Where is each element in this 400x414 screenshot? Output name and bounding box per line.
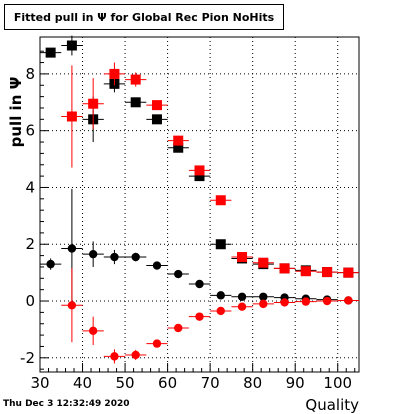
y-tick-label: 8 <box>25 65 35 83</box>
y-tick-label: 2 <box>25 235 35 253</box>
data-point-circle <box>152 339 162 348</box>
data-point-circle <box>322 296 332 306</box>
data-point-circle <box>301 297 311 306</box>
data-point-square <box>215 195 226 206</box>
data-point-square <box>151 100 162 111</box>
data-point-circle <box>195 312 204 321</box>
data-point-circle <box>110 352 119 361</box>
data-point-square <box>173 135 184 146</box>
data-point-square <box>66 111 77 122</box>
data-point-circle <box>110 252 119 262</box>
data-point-circle <box>152 261 162 270</box>
data-point-square <box>173 142 184 153</box>
data-point-circle <box>280 298 289 307</box>
grid-lines <box>40 37 359 372</box>
data-point-circle <box>46 259 55 269</box>
series-2 <box>61 62 359 278</box>
data-point-circle <box>195 279 204 289</box>
data-series <box>40 35 359 364</box>
data-point-circle <box>259 292 268 301</box>
axes: 30 40 50 60 70 80 90 100 -2 0 2 4 6 8 <box>20 36 360 392</box>
x-tick-label: 100 <box>323 374 352 392</box>
data-point-square <box>130 74 141 85</box>
x-tick-label: 60 <box>158 374 177 392</box>
data-point-circle <box>344 296 353 305</box>
data-point-square <box>322 267 333 278</box>
data-point-square <box>88 98 99 109</box>
data-point-square <box>343 267 354 278</box>
y-tick-label: 4 <box>25 178 35 196</box>
y-tick-label: 0 <box>25 292 35 310</box>
chart-title: Fitted pull in Ψ for Global Rec Pion NoH… <box>4 4 284 30</box>
data-point-square <box>151 114 162 125</box>
data-point-circle <box>216 291 225 300</box>
data-point-circle <box>174 269 183 279</box>
data-point-circle <box>88 326 98 336</box>
data-point-square <box>66 40 77 51</box>
data-point-square <box>194 165 205 176</box>
data-point-square <box>237 252 248 263</box>
data-point-square <box>109 68 120 79</box>
timestamp: Thu Dec 3 12:32:49 2020 <box>3 399 130 409</box>
data-point-circle <box>67 244 77 253</box>
data-point-circle <box>67 301 77 310</box>
x-tick-label: 90 <box>286 374 305 392</box>
data-point-circle <box>88 249 98 259</box>
y-tick-label: 6 <box>25 122 35 140</box>
x-tick-label: 40 <box>73 374 92 392</box>
series-1 <box>40 35 359 278</box>
series-4 <box>61 268 359 364</box>
x-tick-label: 50 <box>116 374 135 392</box>
plot-frame <box>39 36 360 373</box>
y-axis-label: pull in Ψ <box>7 77 25 148</box>
data-point-circle <box>216 306 225 316</box>
data-point-square <box>194 171 205 182</box>
series-3 <box>40 188 359 309</box>
data-point-circle <box>131 252 140 262</box>
x-axis-label: Quality <box>305 396 359 414</box>
data-point-square <box>300 266 311 277</box>
data-point-circle <box>237 302 247 311</box>
data-point-square <box>215 239 226 250</box>
data-point-square <box>279 263 290 274</box>
data-point-circle <box>174 323 183 333</box>
data-point-circle <box>259 299 268 309</box>
data-point-square <box>130 97 141 108</box>
y-tick-label: -2 <box>20 349 35 367</box>
x-tick-label: 80 <box>243 374 262 392</box>
data-point-square <box>45 47 56 58</box>
data-point-square <box>258 257 269 268</box>
data-point-circle <box>131 350 140 360</box>
x-tick-label: 30 <box>30 374 49 392</box>
x-tick-label: 70 <box>201 374 220 392</box>
data-point-circle <box>237 292 247 301</box>
